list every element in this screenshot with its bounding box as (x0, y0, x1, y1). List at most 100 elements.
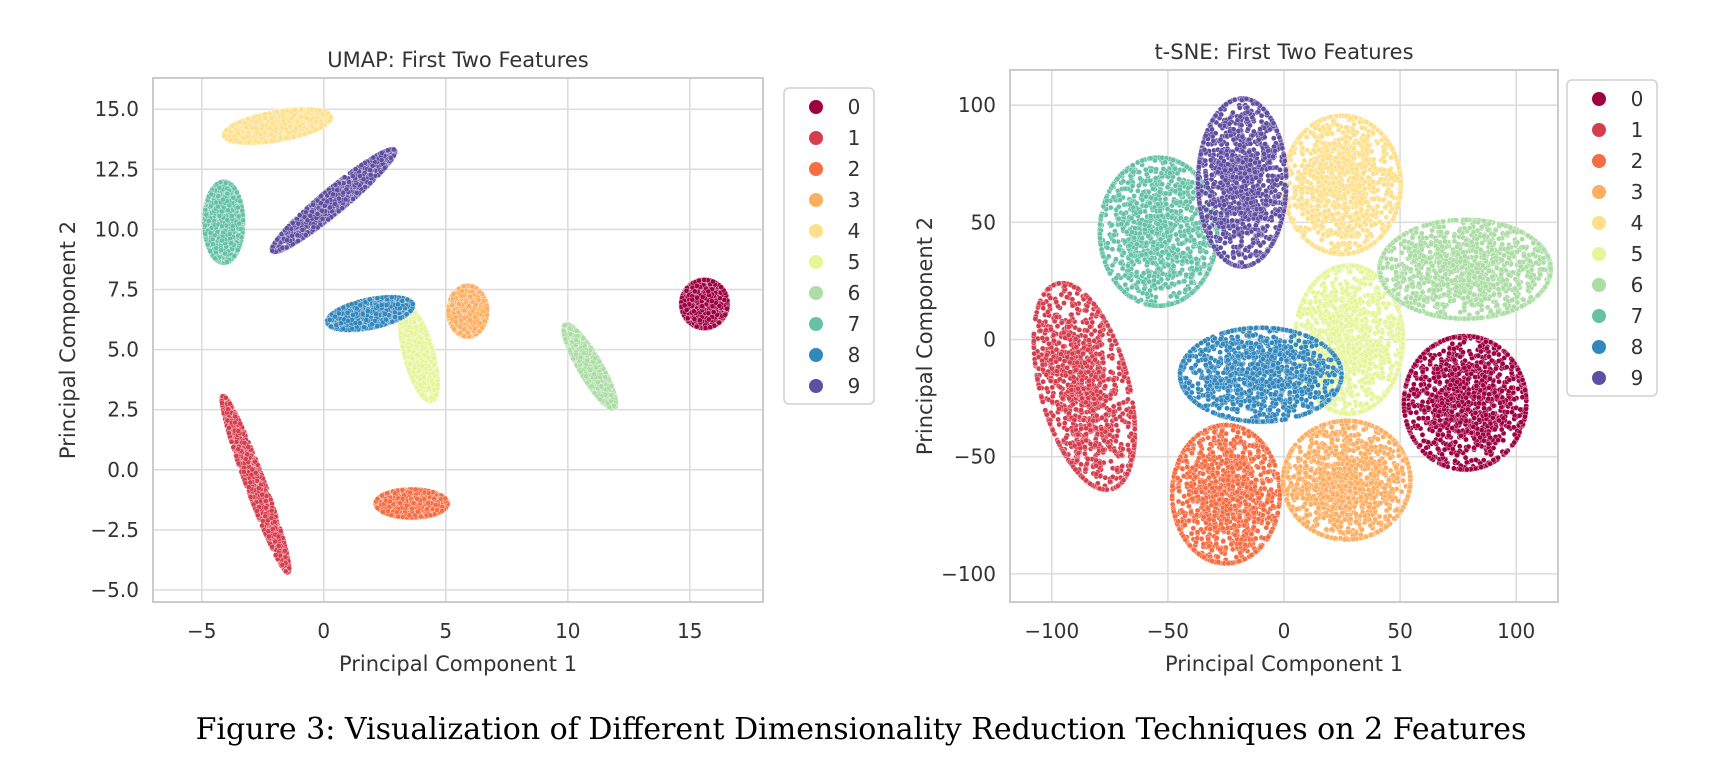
point (250, 501, 257, 508)
point (431, 495, 437, 502)
point (691, 308, 697, 315)
point (472, 314, 478, 321)
point (434, 507, 440, 513)
point (461, 326, 468, 332)
point (247, 479, 254, 486)
point (465, 303, 472, 309)
point (684, 315, 691, 322)
point (235, 428, 242, 434)
point (449, 302, 455, 308)
point (479, 324, 486, 331)
point (699, 303, 705, 309)
point (374, 505, 381, 511)
point (279, 562, 286, 568)
point (686, 301, 693, 308)
point (475, 297, 482, 303)
point (432, 502, 439, 508)
point (450, 291, 457, 297)
chart-0: −5 0 5 10 15−5.0−2.50.02.55.07.510.012.515.0… (56, 48, 875, 676)
point (477, 320, 483, 326)
point (716, 319, 722, 326)
point (242, 456, 249, 462)
point (707, 324, 714, 330)
point (699, 294, 706, 300)
point (469, 283, 476, 290)
point (262, 498, 269, 504)
point (701, 277, 707, 283)
point (452, 314, 459, 320)
point (717, 295, 723, 301)
point (259, 522, 265, 529)
point (387, 498, 393, 505)
point (241, 469, 247, 475)
point (233, 439, 240, 445)
point (693, 323, 700, 330)
point (481, 318, 488, 324)
point (424, 506, 430, 512)
point (426, 490, 432, 496)
point (472, 301, 479, 308)
point (245, 484, 252, 490)
point (268, 507, 275, 514)
point (709, 298, 715, 304)
point (269, 543, 275, 550)
point (457, 330, 463, 336)
point (394, 509, 400, 515)
point (266, 533, 272, 540)
point (409, 505, 415, 512)
point (681, 302, 688, 309)
point (255, 485, 262, 492)
point (710, 278, 716, 285)
point (259, 491, 265, 498)
point (414, 495, 420, 502)
point (469, 288, 475, 295)
point (263, 504, 269, 511)
point (227, 400, 233, 407)
point (683, 307, 690, 313)
point (718, 284, 724, 290)
point (722, 311, 728, 318)
point (410, 500, 417, 506)
point (252, 458, 258, 465)
point (275, 533, 282, 540)
point (384, 490, 390, 497)
point (226, 425, 232, 431)
plot-area (153, 78, 763, 602)
point (472, 325, 478, 332)
point (445, 307, 452, 314)
point (379, 492, 385, 499)
point (224, 417, 231, 424)
point (228, 438, 235, 445)
point (272, 538, 278, 545)
point (439, 508, 445, 514)
point (385, 508, 391, 514)
point (244, 451, 251, 458)
point (380, 509, 386, 515)
point (461, 283, 467, 290)
point (272, 552, 279, 558)
point (709, 303, 716, 310)
point (461, 315, 468, 321)
scatter-points (201, 106, 731, 576)
point (283, 568, 289, 575)
point (249, 466, 256, 473)
cluster-3 (445, 283, 490, 340)
point (692, 288, 698, 295)
point (467, 293, 473, 300)
point (694, 283, 700, 289)
point (427, 512, 434, 519)
point (237, 420, 244, 427)
point (397, 500, 404, 506)
point (235, 446, 242, 452)
point (399, 487, 406, 493)
point (467, 317, 473, 324)
point (459, 288, 465, 294)
point (406, 512, 413, 519)
point (710, 309, 717, 315)
point (414, 509, 421, 515)
point (232, 419, 238, 426)
point (683, 287, 690, 294)
point (392, 490, 398, 497)
point (241, 440, 248, 446)
